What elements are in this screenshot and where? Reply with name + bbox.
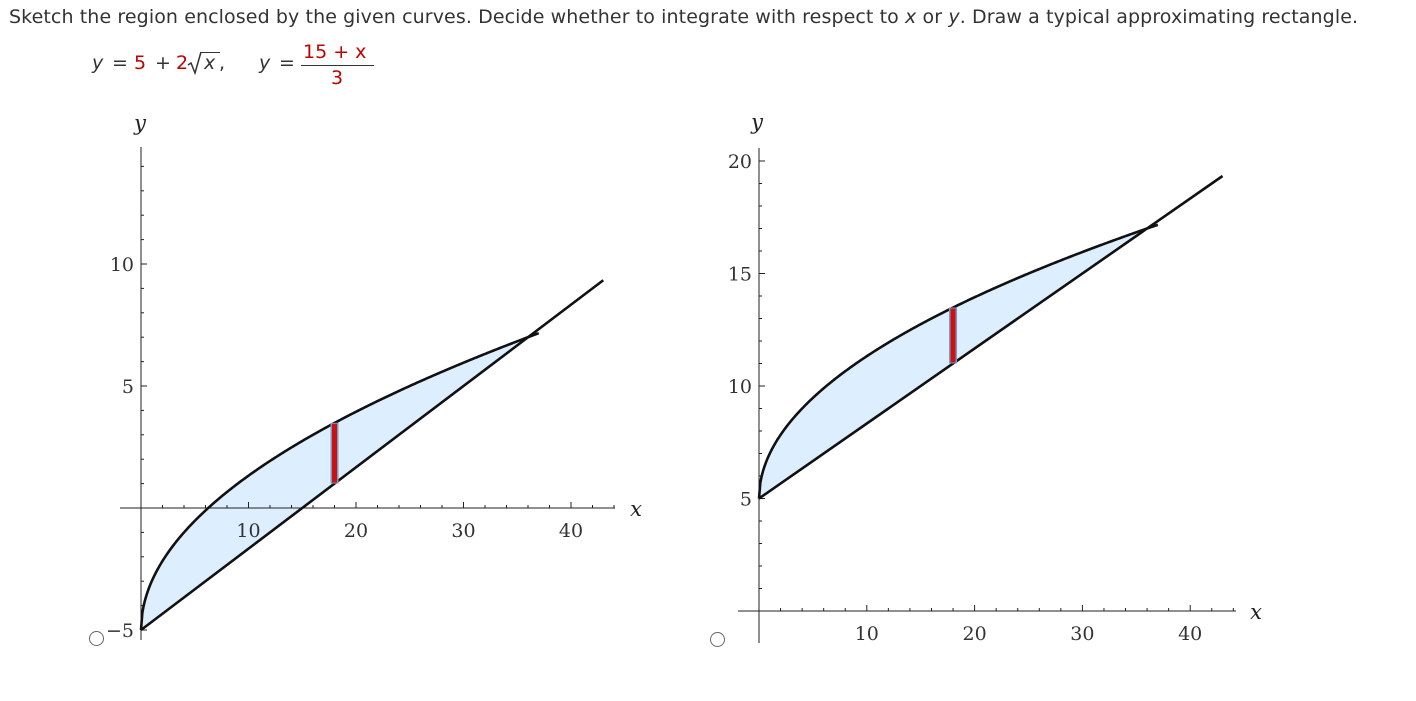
sqrt-vinculum [201,52,220,53]
y-tick-label: 10 [110,254,134,276]
x-tick-label: 10 [855,623,879,645]
approximating-rectangle [950,308,956,363]
question-var-y: y [948,6,960,28]
linear-curve [140,279,605,632]
y-axis-label: y [750,110,764,134]
question-text-part: Sketch the region enclosed by the given … [9,6,906,28]
x-tick-label: 20 [344,520,368,542]
linear-curve [758,174,1224,500]
x-tick-label: 30 [1070,623,1094,645]
x-axis-label: x [630,497,642,521]
y-tick-label: −5 [106,620,134,642]
fraction-bar [301,65,374,66]
eq1-constant: 5 [134,52,147,74]
eq1-equals: = [112,52,128,74]
eq2-numerator: 15 + x [303,41,366,63]
question-var-x: x [905,6,917,28]
x-tick-label: 40 [1178,623,1202,645]
sqrt-curve [139,331,540,631]
y-tick-label: 20 [728,151,752,173]
y-axis-label: y [133,111,147,135]
eq1-lhs: y [92,52,104,74]
option-a-radio[interactable] [89,631,104,646]
y-tick-label: 15 [728,264,752,286]
question-text-part: or [916,6,949,28]
x-tick-label: 40 [559,520,583,542]
x-tick-label: 30 [451,520,475,542]
x-axis-label: x [1250,600,1262,624]
y-tick-label: 5 [740,489,752,511]
eq2-lhs: y [259,52,271,74]
eq2-equals: = [279,52,295,74]
question-text-part: . Draw a typical approximating rectangle… [959,6,1359,28]
sqrt-curve [757,223,1159,499]
x-tick-label: 10 [236,520,260,542]
eq1-radicand: x [204,52,216,74]
eq1-coefficient: 2 [176,52,189,74]
sqrt-symbol [187,51,202,75]
eq1-comma: , [219,52,226,74]
eq1-plus: + [155,52,171,74]
x-tick-label: 20 [963,623,987,645]
y-tick-label: 5 [122,376,134,398]
y-tick-label: 10 [728,376,752,398]
option-b-radio[interactable] [710,632,725,647]
approximating-rectangle [332,423,337,483]
eq2-numerator-text: 15 + x [303,41,367,63]
eq2-denominator: 3 [331,67,344,89]
question-text: Sketch the region enclosed by the given … [9,5,1358,29]
